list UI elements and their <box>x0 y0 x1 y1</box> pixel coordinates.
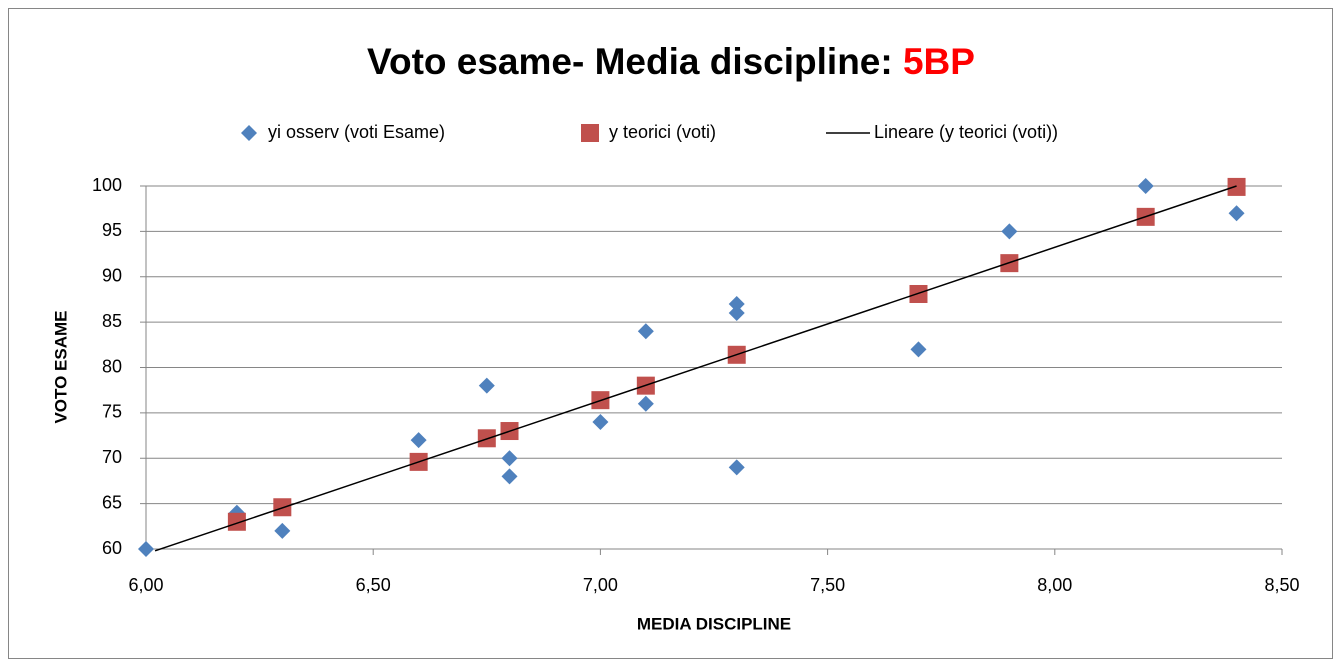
y-tick-label: 85 <box>102 311 122 331</box>
point <box>637 323 654 340</box>
x-tick-label: 6,00 <box>128 575 163 595</box>
point <box>410 432 427 449</box>
y-tick-label: 65 <box>102 492 122 512</box>
point <box>728 305 745 322</box>
point <box>501 450 518 467</box>
legend-marker <box>581 124 599 142</box>
point <box>1001 223 1018 240</box>
x-tick-label: 7,00 <box>583 575 618 595</box>
point <box>1228 205 1245 222</box>
y-tick-label: 60 <box>102 538 122 558</box>
point <box>1227 177 1246 196</box>
point <box>637 395 654 412</box>
x-axis-title: MEDIA DISCIPLINE <box>637 614 791 633</box>
y-tick-label: 100 <box>92 175 122 195</box>
y-tick-label: 70 <box>102 447 122 467</box>
y-tick-label: 75 <box>102 402 122 422</box>
y-tick-label: 95 <box>102 220 122 240</box>
legend-label: y teorici (voti) <box>609 122 716 142</box>
point <box>501 468 518 485</box>
point <box>478 377 495 394</box>
point <box>728 295 745 312</box>
y-tick-label: 90 <box>102 266 122 286</box>
title-highlight: 5BP <box>903 41 975 82</box>
x-tick-label: 8,00 <box>1037 575 1072 595</box>
point <box>274 522 291 539</box>
y-axis-title: VOTO ESAME <box>51 310 70 423</box>
x-tick-label: 8,50 <box>1264 575 1299 595</box>
trend-line <box>154 185 1237 552</box>
chart-title: Voto esame- Media discipline: 5BP <box>367 41 975 82</box>
legend-label: yi osserv (voti Esame) <box>268 122 445 142</box>
y-tick-label: 80 <box>102 356 122 376</box>
legend-marker <box>241 125 257 141</box>
x-tick-label: 7,50 <box>810 575 845 595</box>
point <box>592 413 609 430</box>
chart-frame <box>8 8 1333 659</box>
point <box>227 512 246 531</box>
point <box>910 341 927 358</box>
point <box>1137 178 1154 194</box>
title-main: Voto esame- Media discipline: <box>367 41 903 82</box>
point <box>138 541 154 557</box>
x-tick-label: 6,50 <box>356 575 391 595</box>
point <box>728 459 745 476</box>
legend-label: Lineare (y teorici (voti)) <box>874 122 1058 142</box>
